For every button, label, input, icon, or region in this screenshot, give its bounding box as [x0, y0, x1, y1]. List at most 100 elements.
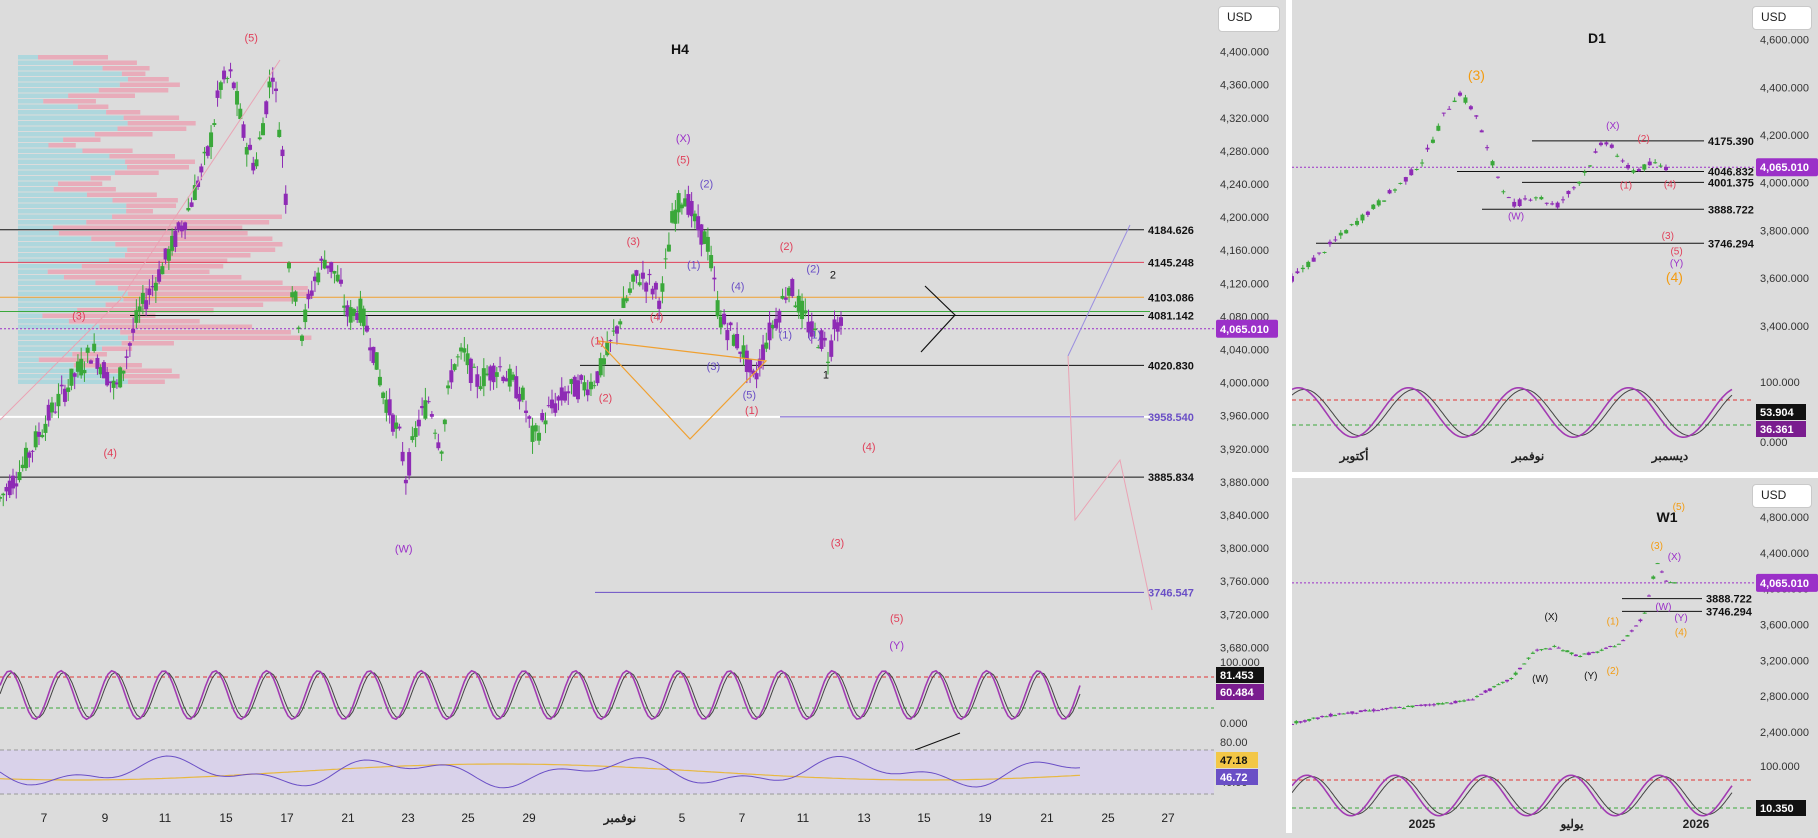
horizontal-divider[interactable]: [1292, 472, 1818, 478]
time-tick-label: 11: [159, 811, 172, 825]
h4-candle: [254, 159, 259, 167]
w1-candle: [1483, 690, 1488, 693]
w1-candle: [1290, 724, 1294, 726]
h4-chart-panel[interactable]: H4 4,400.000 4,360.000 4,320.000 4,280.000 4,…: [0, 0, 1286, 833]
w1-candle: [1573, 654, 1578, 657]
price-tick-label: 4,360.000: [1220, 80, 1269, 92]
h4-candle: [95, 357, 100, 369]
d1-candle: [1311, 257, 1316, 262]
h4-candle: [689, 201, 694, 217]
time-tick-label: 13: [857, 811, 871, 825]
h4-currency-button[interactable]: USD: [1218, 6, 1280, 32]
w1-candle: [1625, 635, 1630, 637]
d1-candle: [1458, 92, 1463, 96]
time-tick-label: 21: [1040, 811, 1054, 825]
rsi-line: [0, 755, 1081, 789]
d1-candle: [1452, 100, 1457, 103]
h4-candle: [530, 425, 535, 442]
h4-candle: [601, 358, 606, 365]
h4-candle: [166, 249, 171, 261]
h4-candle: [631, 274, 636, 282]
h4-candle: [686, 194, 691, 215]
price-tick-label: 3,600.000: [1760, 273, 1809, 285]
h4-candle: [709, 255, 714, 269]
h4-candle: [238, 108, 243, 120]
volume-profile-bar-up: [18, 302, 106, 307]
h4-candle: [361, 308, 366, 327]
wave-label: (X): [676, 133, 691, 145]
w1-chart-panel[interactable]: W14,800.0004,400.0004,000.0003,600.0003,…: [1290, 478, 1818, 833]
h4-candle: [800, 300, 805, 320]
h4-candle: [157, 269, 162, 282]
w1-candle: [1569, 652, 1574, 655]
time-tick-label: يوليو: [1559, 817, 1584, 832]
w1-candle: [1655, 563, 1660, 565]
volume-profile-bar-up: [18, 214, 113, 219]
time-tick-label: 25: [461, 811, 475, 825]
volume-profile-bar-down: [127, 247, 276, 252]
h4-candle: [319, 258, 324, 261]
h4-candle: [371, 346, 376, 363]
h4-candle: [270, 77, 275, 82]
h4-candle: [426, 401, 431, 403]
w1-candle: [1466, 699, 1471, 701]
wave-label: (5): [1670, 246, 1682, 257]
d1-chart-svg[interactable]: D1 4,600.000 4,400.000 4,200.000 4,000.000 3,…: [1290, 0, 1818, 472]
h4-candle: [520, 387, 525, 400]
h4-candle: [540, 412, 545, 421]
w1-candle: [1384, 707, 1389, 710]
volume-profile-bar-down: [53, 187, 116, 192]
h4-candle: [761, 344, 766, 360]
wave-label: (4): [1675, 627, 1687, 638]
wave-label: (4): [862, 441, 875, 453]
h4-candle: [189, 202, 194, 207]
h4-candle: [796, 295, 801, 313]
w1-chart-svg[interactable]: W14,800.0004,400.0004,000.0003,600.0003,…: [1290, 478, 1818, 833]
bearish-projection: [1067, 355, 1153, 611]
volume-profile-bar-up: [18, 242, 116, 247]
h4-candle: [592, 385, 597, 387]
vertical-divider[interactable]: [1286, 0, 1292, 833]
volume-profile-bar-up: [18, 66, 103, 71]
d1-candle: [1468, 106, 1473, 110]
volume-profile-bar-up: [18, 60, 74, 65]
h4-candle: [494, 372, 499, 377]
h4-candle: [826, 361, 831, 363]
h4-candle: [556, 396, 561, 401]
h4-candle: [579, 375, 584, 380]
volume-profile-bar-down: [95, 280, 283, 285]
chart-title: D1: [1588, 30, 1606, 46]
w1-candle: [1371, 709, 1376, 712]
wave-label: (Y): [1584, 671, 1597, 682]
h4-candle: [30, 450, 35, 452]
h4-candle: [140, 292, 145, 304]
w1-currency-button[interactable]: USD: [1752, 484, 1812, 508]
h4-candle: [173, 230, 178, 248]
h4-candle: [241, 124, 246, 138]
h4-candle: [312, 276, 317, 282]
d1-candle: [1571, 187, 1576, 189]
wave-label: (4): [103, 447, 116, 459]
d1-candle: [1322, 251, 1327, 253]
volume-profile-bar-down: [127, 165, 189, 170]
stoch-tick: 0.000: [1220, 718, 1248, 730]
stoch-signal-value: 60.484: [1220, 687, 1255, 699]
current-price-label: 4,065.010: [1760, 578, 1809, 590]
volume-profile-bar-down: [42, 313, 156, 318]
d1-candle: [1512, 201, 1517, 207]
h4-candle: [783, 297, 788, 300]
h4-candle: [202, 151, 207, 154]
price-tick-label: 4,040.000: [1220, 345, 1269, 357]
w1-candle: [1646, 595, 1651, 597]
w1-candle: [1341, 713, 1346, 715]
d1-chart-panel[interactable]: D1 4,600.000 4,400.000 4,200.000 4,000.000 3,…: [1290, 0, 1818, 472]
volume-profile-bar-down: [102, 66, 150, 71]
d1-currency-button[interactable]: USD: [1752, 6, 1812, 30]
volume-profile-bar-up: [18, 319, 69, 324]
volume-profile-bar-down: [77, 308, 214, 313]
h4-candle: [670, 211, 675, 223]
h4-candle: [66, 387, 71, 392]
w1-candle: [1509, 677, 1514, 679]
wave-label: (5): [743, 389, 756, 401]
h4-chart-svg[interactable]: H4 4,400.000 4,360.000 4,320.000 4,280.000 4,…: [0, 0, 1286, 833]
